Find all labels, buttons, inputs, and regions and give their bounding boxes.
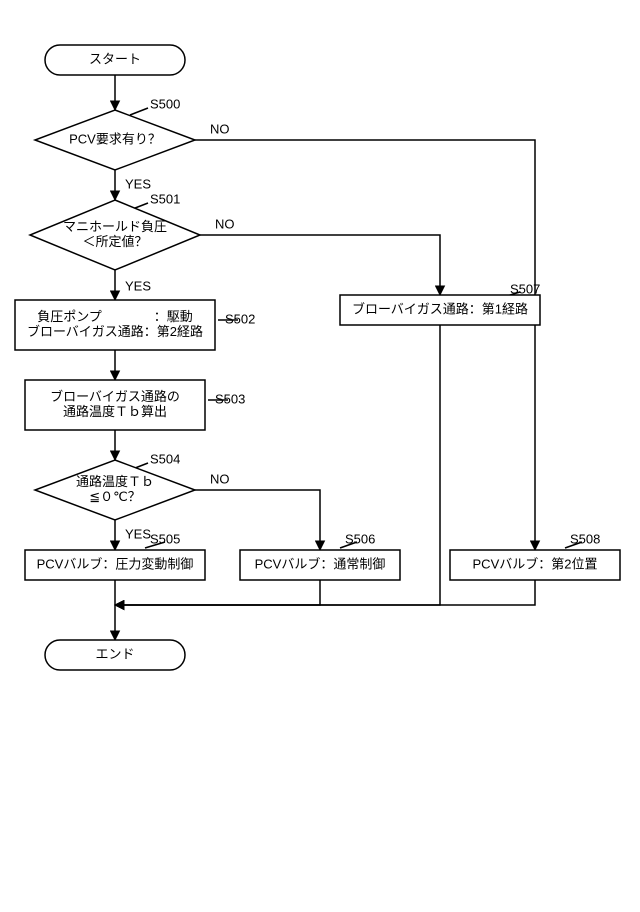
node-s500: PCV要求有り？ <box>35 110 195 170</box>
node-text-s507: ブローバイガス通路：第1経路 <box>352 301 528 316</box>
node-text-s504: 通路温度Ｔｂ <box>76 474 154 489</box>
step-label-s502: S502 <box>225 311 255 326</box>
node-s505: PCVバルブ：圧力変動制御 <box>25 550 205 580</box>
nodes-group: スタートPCV要求有り？マニホールド負圧＜所定値？負圧ポンプ ：駆動ブローバイガ… <box>15 45 620 670</box>
edge-label: NO <box>210 471 230 486</box>
node-text-s506: PCVバルブ：通常制御 <box>255 556 386 571</box>
node-text-s500: PCV要求有り？ <box>69 131 161 146</box>
node-s504: 通路温度Ｔｂ≦０℃？ <box>35 460 195 520</box>
node-text-s501: マニホールド負圧 <box>63 219 167 234</box>
node-s501: マニホールド負圧＜所定値？ <box>30 200 200 270</box>
edge-s506-merge <box>115 580 320 605</box>
edge-label: NO <box>210 121 230 136</box>
step-label-s505: S505 <box>150 531 180 546</box>
step-label-s506: S506 <box>345 531 375 546</box>
node-text-s504: ≦０℃？ <box>89 489 141 504</box>
node-text-s508: PCVバルブ：第2位置 <box>473 556 598 571</box>
node-text-s502: 負圧ポンプ ：駆動 <box>37 309 193 324</box>
edge-label: YES <box>125 526 151 541</box>
node-s507: ブローバイガス通路：第1経路 <box>340 295 540 325</box>
edge-s508-merge <box>115 580 535 605</box>
node-end: エンド <box>45 640 185 670</box>
node-text-s502: ブローバイガス通路：第2経路 <box>27 324 203 339</box>
node-text-end: エンド <box>95 646 134 661</box>
flowchart-svg: YES YES YES NO NO NO スタート PCV要求有り？ マニホールド負圧＜所定値？… <box>0 0 640 912</box>
leader-s500 <box>130 108 148 115</box>
edge-s504-s506 <box>195 490 320 550</box>
step-label-s504: S504 <box>150 451 180 466</box>
step-label-s503: S503 <box>215 391 245 406</box>
node-s506: PCVバルブ：通常制御 <box>240 550 400 580</box>
node-text-s503: 通路温度Ｔｂ算出 <box>63 404 167 419</box>
step-label-s508: S508 <box>570 531 600 546</box>
step-label-s507: S507 <box>510 281 540 296</box>
node-s502: 負圧ポンプ ：駆動ブローバイガス通路：第2経路 <box>15 300 215 350</box>
node-text-start: スタート <box>89 51 141 66</box>
step-label-s500: S500 <box>150 96 180 111</box>
edge-label: YES <box>125 278 151 293</box>
node-text-s501: ＜所定値？ <box>82 234 147 249</box>
edge-s501-s507 <box>200 235 440 295</box>
node-text-s503: ブローバイガス通路の <box>50 389 180 404</box>
edge-label: NO <box>215 216 235 231</box>
node-text-s505: PCVバルブ：圧力変動制御 <box>37 556 194 571</box>
node-s508: PCVバルブ：第2位置 <box>450 550 620 580</box>
edge-s500-s508 <box>195 140 535 550</box>
edge-label: YES <box>125 176 151 191</box>
step-label-s501: S501 <box>150 191 180 206</box>
node-start: スタート <box>45 45 185 75</box>
node-s503: ブローバイガス通路の通路温度Ｔｂ算出 <box>25 380 205 430</box>
